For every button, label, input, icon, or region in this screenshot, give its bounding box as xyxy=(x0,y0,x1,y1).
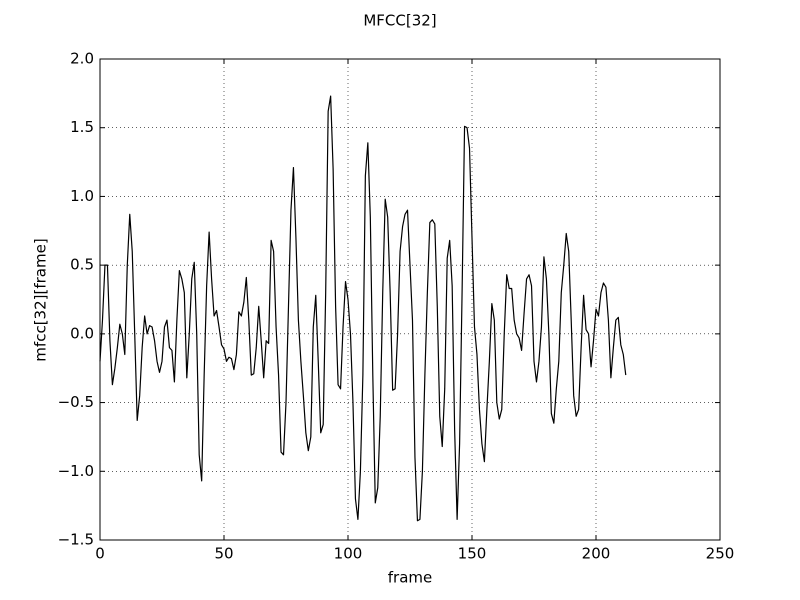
plot-frame xyxy=(99,58,721,541)
chart-title: MFCC[32] xyxy=(363,12,436,30)
y-tick-label: −1.0 xyxy=(58,462,94,480)
x-tick-label: 250 xyxy=(706,545,735,563)
data-line xyxy=(99,95,627,522)
y-tick-label: 1.5 xyxy=(70,118,94,136)
x-tick-label: 200 xyxy=(582,545,611,563)
y-tick-label: 2.0 xyxy=(70,50,94,68)
x-tick-label: 0 xyxy=(95,545,105,563)
y-axis-label: mfcc[32][frame] xyxy=(32,238,50,361)
y-tick-label: 0.5 xyxy=(70,256,94,274)
y-tick-label: 0.0 xyxy=(70,324,94,342)
x-axis-label: frame xyxy=(388,569,432,587)
x-tick-label: 50 xyxy=(214,545,233,563)
x-tick-label: 100 xyxy=(334,545,363,563)
y-tick-label: −1.5 xyxy=(58,531,94,549)
x-tick-label: 150 xyxy=(458,545,487,563)
y-tick-label: −0.5 xyxy=(58,393,94,411)
y-tick-label: 1.0 xyxy=(70,187,94,205)
